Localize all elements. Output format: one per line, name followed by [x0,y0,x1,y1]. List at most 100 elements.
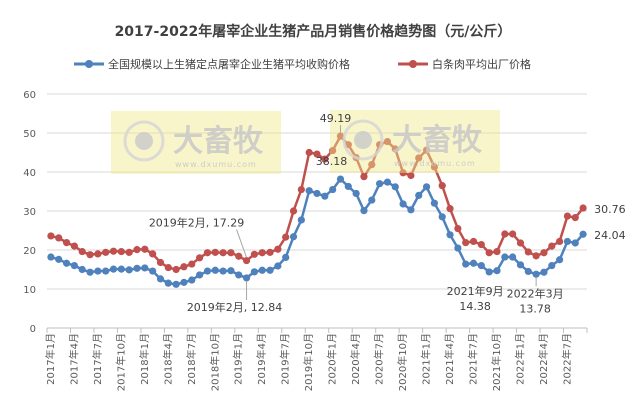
data-point [383,178,392,186]
data-point [47,253,55,261]
data-point [70,242,78,250]
series-procurement-price [47,175,587,288]
data-point [55,234,63,242]
data-point [407,206,415,214]
data-point [446,205,454,213]
data-point [422,146,431,154]
data-point [133,246,141,254]
data-label-text: 2019年2月, 12.84 [187,300,282,314]
data-point [407,171,415,180]
data-point [242,256,251,265]
data-point [391,145,399,153]
data-point [532,270,540,278]
x-tick-label: 2019年1月 [232,333,245,385]
svg-text:大畜牧: 大畜牧 [392,123,483,158]
data-point [462,238,470,247]
data-point [109,247,118,255]
legend-marker-wholesale [409,60,417,68]
x-tick-label: 2017年1月 [44,333,57,385]
data-point [493,267,501,275]
data-point [516,261,525,269]
data-point [469,259,478,267]
data-point [532,252,540,260]
legend: 全国规模以上生猪定点屠宰企业生猪平均收购价格 白条肉平均出厂价格 [74,57,531,71]
data-point [109,265,118,273]
y-tick-label: 10 [23,285,36,296]
data-point [180,278,188,286]
data-point [571,214,579,222]
data-point [196,254,204,262]
x-tick-label: 2018年4月 [161,333,174,385]
data-point [102,267,110,275]
x-tick-label: 2019年4月 [255,333,268,385]
data-point [149,250,157,258]
data-point [266,266,274,274]
x-tick-label: 2021年1月 [420,333,433,385]
y-tick-label: 0 [30,324,36,335]
data-point [78,265,86,274]
data-point [305,148,313,157]
data-point [211,248,219,256]
data-label: 2021年9月 14.38 [447,284,504,313]
y-tick-label: 60 [23,90,36,101]
data-point [501,230,509,238]
data-point [516,239,525,247]
data-point [399,169,407,177]
data-point [509,253,517,261]
data-point [563,212,572,220]
data-point [141,264,149,272]
data-point [219,267,227,275]
data-point [368,160,376,169]
data-point [469,237,478,246]
data-point [454,224,462,233]
data-point [141,245,149,253]
data-point [94,267,102,275]
data-point [62,238,71,247]
data-point [360,173,368,181]
series-wholesale-price [47,132,587,274]
data-label: 38.18 [316,155,348,168]
data-point [454,244,462,252]
data-point [352,189,360,198]
data-point [196,271,204,279]
data-point [266,248,274,256]
data-point [164,279,172,287]
data-point [250,250,258,258]
data-point [47,232,55,240]
data-point [438,182,446,190]
data-point [297,185,305,194]
data-point [242,274,251,282]
x-tick-label: 2017年7月 [91,333,104,385]
x-tick-label: 2019年10月 [302,333,315,391]
data-label: 30.76 [594,203,626,216]
data-point [297,216,305,224]
data-point [579,204,587,212]
legend-label-procurement: 全国规模以上生猪定点屠宰企业生猪平均收购价格 [108,57,350,71]
data-point [430,199,438,207]
data-point [540,249,548,257]
data-point [329,185,337,194]
data-point [188,276,196,284]
x-tick-label: 2020年4月 [349,333,362,385]
data-point [383,137,392,146]
data-point [235,252,243,260]
x-tick-label: 2022年7月 [560,333,573,385]
data-label: 24.04 [594,229,626,242]
x-tick-label: 2022年4月 [537,333,550,385]
chart-title: 2017-2022年屠宰企业生猪产品月销售价格趋势图（元/公斤） [115,23,512,40]
x-tick-label: 2021年4月 [443,333,456,385]
data-point [289,207,298,215]
data-point [313,150,321,158]
svg-text:大畜牧: 大畜牧 [173,124,264,159]
data-label: 49.19 [320,112,351,134]
data-point [274,262,282,270]
data-point [399,200,407,208]
data-label-text: 24.04 [594,229,626,242]
data-point [219,249,227,257]
x-tick-label: 2017年10月 [114,333,127,391]
data-point [336,132,345,140]
data-point [524,267,532,276]
data-point [70,262,78,270]
data-label: 2022年3月 13.78 [507,277,564,315]
data-point [329,146,337,155]
